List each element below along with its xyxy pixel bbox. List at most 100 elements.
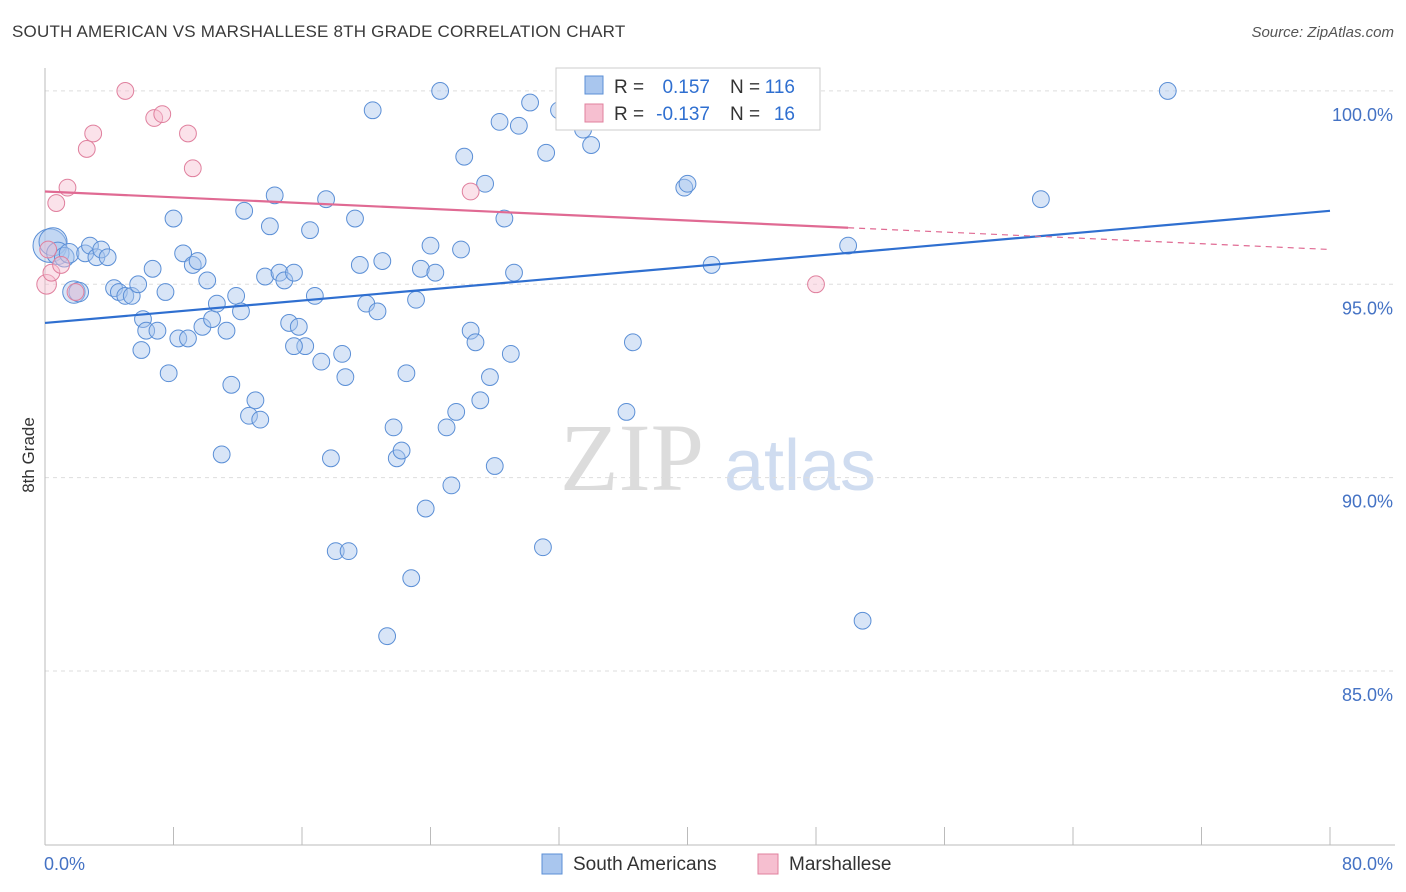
point-south-american — [466, 333, 485, 352]
point-south-american — [537, 143, 556, 162]
point-marshallese — [47, 194, 66, 212]
trend-line-marshallese — [44, 190, 849, 229]
point-marshallese — [36, 273, 57, 295]
trend-line-marshallese-extension — [848, 227, 1331, 251]
point-south-american — [476, 174, 495, 193]
stats-swatch-blue — [584, 75, 604, 95]
stats-n-label-1: N = — [730, 77, 760, 98]
point-south-american — [164, 209, 183, 228]
point-marshallese — [807, 275, 825, 294]
trend-lines — [44, 190, 1331, 325]
point-south-american — [447, 402, 466, 421]
point-south-american — [501, 344, 520, 363]
x-tick-label-min: 0.0% — [44, 854, 85, 874]
point-south-american — [289, 317, 308, 336]
point-south-american — [407, 290, 425, 309]
stats-n-value-1: 116 — [765, 77, 795, 98]
point-south-american — [471, 391, 490, 410]
point-south-american — [285, 263, 303, 282]
point-south-american — [521, 93, 539, 112]
point-south-american — [68, 281, 90, 303]
point-marshallese — [183, 159, 202, 178]
point-south-american — [426, 263, 445, 282]
point-south-american — [246, 391, 265, 410]
point-south-american — [227, 286, 246, 305]
point-south-american — [411, 259, 430, 278]
point-south-american — [333, 344, 352, 363]
point-south-american — [240, 406, 258, 425]
stats-legend: R = 0.157 N = 116 R = -0.137 N = 16 — [555, 67, 821, 131]
point-south-american — [265, 186, 284, 205]
legend-swatch-south-americans — [541, 853, 563, 875]
point-south-american — [1158, 82, 1177, 100]
point-south-american — [116, 286, 135, 305]
point-south-american — [346, 209, 364, 228]
point-south-american — [461, 321, 480, 340]
watermark-atlas: atlas — [724, 426, 876, 506]
point-south-american — [174, 244, 193, 263]
point-south-american — [397, 364, 416, 383]
point-marshallese — [153, 105, 172, 124]
point-south-american — [455, 147, 474, 166]
point-south-american — [437, 418, 456, 437]
point-south-american — [179, 329, 197, 348]
watermark-zip: ZIP — [560, 404, 704, 511]
point-south-american — [260, 217, 279, 236]
point-south-american — [350, 256, 369, 274]
point-marshallese — [42, 263, 61, 282]
point-south-american — [392, 441, 411, 460]
stats-n-label-2: N = — [730, 104, 760, 125]
legend-label-south-americans: South Americans — [573, 854, 717, 875]
point-marshallese — [66, 283, 85, 301]
x-tick-label-max: 80.0% — [1342, 854, 1393, 874]
point-south-american — [485, 457, 504, 475]
point-south-american — [373, 252, 392, 270]
point-south-american — [853, 611, 872, 630]
point-south-american — [617, 402, 636, 421]
point-south-american — [416, 499, 435, 518]
point-south-american — [509, 116, 528, 135]
point-south-american — [280, 314, 299, 332]
point-south-american — [442, 476, 461, 495]
point-south-american — [222, 375, 241, 394]
point-south-american — [198, 271, 217, 290]
point-south-american — [251, 410, 270, 429]
point-marshallese — [179, 124, 197, 143]
point-south-american — [169, 329, 188, 348]
y-tick-label: 100.0% — [1332, 105, 1393, 125]
point-marshallese — [52, 256, 70, 274]
point-south-american — [212, 445, 231, 464]
stats-r-label-2: R = — [614, 104, 644, 125]
point-marshallese — [77, 140, 96, 158]
point-south-american — [481, 368, 499, 386]
axes: 85.0% 90.0% 95.0% 100.0% 0.0% 80.0% — [44, 68, 1395, 874]
point-south-american — [235, 201, 254, 220]
y-tick-label: 85.0% — [1342, 685, 1393, 705]
chart-title: SOUTH AMERICAN VS MARSHALLESE 8TH GRADE … — [12, 22, 626, 41]
point-south-american — [582, 136, 601, 154]
point-south-american — [322, 449, 340, 468]
source-label: Source: ZipAtlas.com — [1251, 24, 1394, 41]
point-south-american — [839, 236, 858, 255]
point-south-american — [505, 263, 523, 282]
gridlines — [45, 90, 1395, 672]
point-south-american — [301, 221, 319, 240]
stats-r-value-1: 0.157 — [662, 77, 710, 98]
point-south-american — [81, 236, 99, 255]
y-axis-label: 8th Grade — [19, 417, 38, 493]
point-south-american — [256, 267, 274, 286]
stats-r-value-2: -0.137 — [656, 104, 710, 125]
stats-r-label-1: R = — [614, 77, 644, 98]
data-points — [32, 82, 1177, 646]
point-south-american — [217, 321, 236, 340]
point-south-american — [384, 418, 403, 437]
point-south-american — [402, 569, 421, 588]
point-south-american — [1031, 190, 1050, 209]
series-legend: South Americans Marshallese — [541, 853, 891, 875]
point-marshallese — [145, 109, 164, 127]
point-marshallese — [84, 124, 103, 143]
point-south-american — [678, 174, 697, 193]
point-south-american — [98, 248, 117, 267]
point-south-american — [534, 538, 552, 557]
point-south-american — [363, 101, 382, 120]
